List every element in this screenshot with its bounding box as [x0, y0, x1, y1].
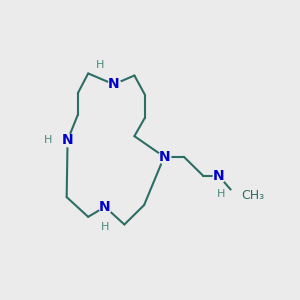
Text: H: H	[96, 60, 104, 70]
Text: N: N	[213, 169, 224, 183]
Text: H: H	[101, 222, 109, 232]
Text: H: H	[217, 189, 225, 199]
Text: N: N	[108, 77, 120, 91]
Text: N: N	[99, 200, 111, 214]
Text: N: N	[62, 133, 74, 147]
Text: N: N	[158, 150, 170, 164]
Text: CH₃: CH₃	[241, 188, 264, 202]
Text: H: H	[44, 135, 52, 145]
